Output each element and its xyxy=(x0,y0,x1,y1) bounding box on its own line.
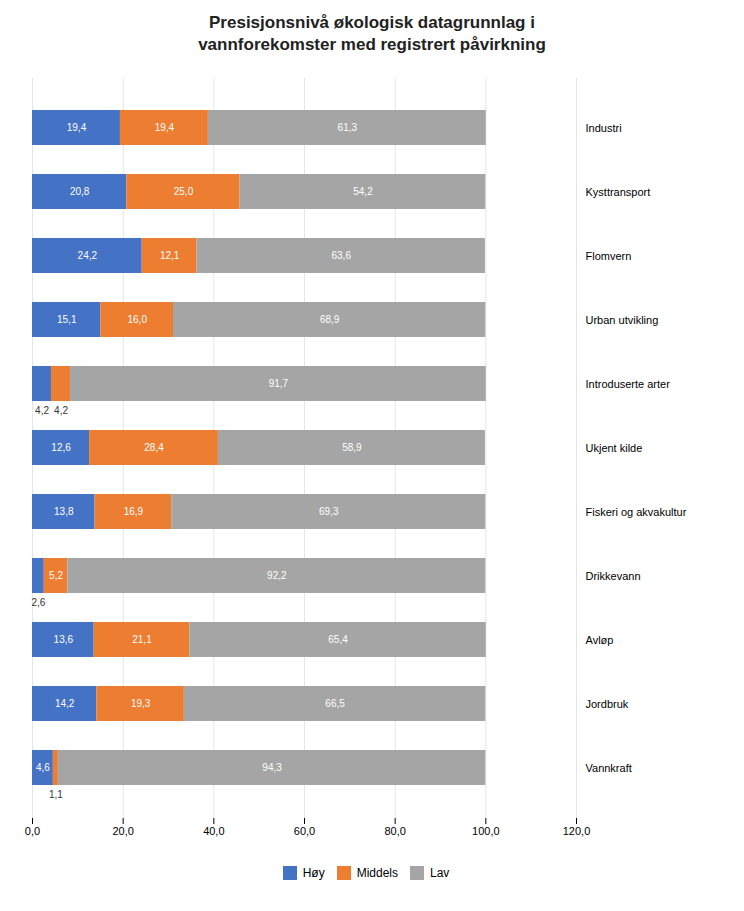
svg-text:0,0: 0,0 xyxy=(25,825,40,837)
html-text:Presisjonsnivå økologisk datag: Presisjonsnivå økologisk datagrunnlag i … xyxy=(198,13,546,55)
svg-text:Urban utvikling: Urban utvikling xyxy=(586,314,659,326)
svg-text:20,8: 20,8 xyxy=(70,186,90,197)
svg-text:4,2: 4,2 xyxy=(35,405,49,416)
svg-text:19,4: 19,4 xyxy=(155,122,175,133)
svg-text:1,1: 1,1 xyxy=(49,789,63,800)
svg-text:14,2: 14,2 xyxy=(55,698,75,709)
svg-text:4,2: 4,2 xyxy=(54,405,68,416)
svg-text:19,3: 19,3 xyxy=(131,698,151,709)
svg-text:66,5: 66,5 xyxy=(325,698,345,709)
svg-text:65,4: 65,4 xyxy=(328,634,348,645)
svg-text:Avløp: Avløp xyxy=(586,634,614,646)
svg-text:13,8: 13,8 xyxy=(54,506,74,517)
svg-text:92,2: 92,2 xyxy=(267,570,287,581)
svg-text:Vannkraft: Vannkraft xyxy=(586,762,632,774)
svg-text:12,6: 12,6 xyxy=(51,442,71,453)
svg-text:58,9: 58,9 xyxy=(342,442,362,453)
svg-text:12,1: 12,1 xyxy=(160,250,180,261)
svg-text:16,9: 16,9 xyxy=(124,506,144,517)
svg-text:20,0: 20,0 xyxy=(112,825,133,837)
svg-text:28,4: 28,4 xyxy=(144,442,164,453)
svg-text:Fiskeri og akvakultur: Fiskeri og akvakultur xyxy=(586,506,687,518)
svg-text:15,1: 15,1 xyxy=(57,314,77,325)
svg-text:Ukjent kilde: Ukjent kilde xyxy=(586,442,643,454)
svg-text:13,6: 13,6 xyxy=(54,634,74,645)
svg-text:5,2: 5,2 xyxy=(49,570,63,581)
svg-text:60,0: 60,0 xyxy=(294,825,315,837)
svg-text:Flomvern: Flomvern xyxy=(586,250,632,262)
svg-text:80,0: 80,0 xyxy=(384,825,405,837)
svg-text:120,0: 120,0 xyxy=(563,825,591,837)
svg-text:61,3: 61,3 xyxy=(338,122,358,133)
svg-text:40,0: 40,0 xyxy=(203,825,224,837)
svg-text:63,6: 63,6 xyxy=(331,250,351,261)
svg-text:Kysttransport: Kysttransport xyxy=(586,186,651,198)
svg-text:16,0: 16,0 xyxy=(127,314,147,325)
svg-text:Introduserte arter: Introduserte arter xyxy=(586,378,671,390)
html-text:Høy: Høy xyxy=(302,865,325,880)
svg-text:Industri: Industri xyxy=(586,122,622,134)
svg-text:4,6: 4,6 xyxy=(36,762,50,773)
svg-text:94,3: 94,3 xyxy=(262,762,282,773)
svg-text:2,6: 2,6 xyxy=(31,597,45,608)
svg-text:19,4: 19,4 xyxy=(67,122,87,133)
svg-text:Jordbruk: Jordbruk xyxy=(586,698,629,710)
html-text:Middels: Middels xyxy=(356,865,398,880)
svg-text:91,7: 91,7 xyxy=(269,378,289,389)
svg-text:25,0: 25,0 xyxy=(174,186,194,197)
svg-text:54,2: 54,2 xyxy=(353,186,373,197)
svg-text:Drikkevann: Drikkevann xyxy=(586,570,641,582)
svg-text:69,3: 69,3 xyxy=(319,506,339,517)
svg-text:100,0: 100,0 xyxy=(472,825,500,837)
html-text:Lav: Lav xyxy=(430,865,450,880)
svg-text:24,2: 24,2 xyxy=(78,250,98,261)
svg-text:68,9: 68,9 xyxy=(320,314,340,325)
svg-text:21,1: 21,1 xyxy=(132,634,152,645)
